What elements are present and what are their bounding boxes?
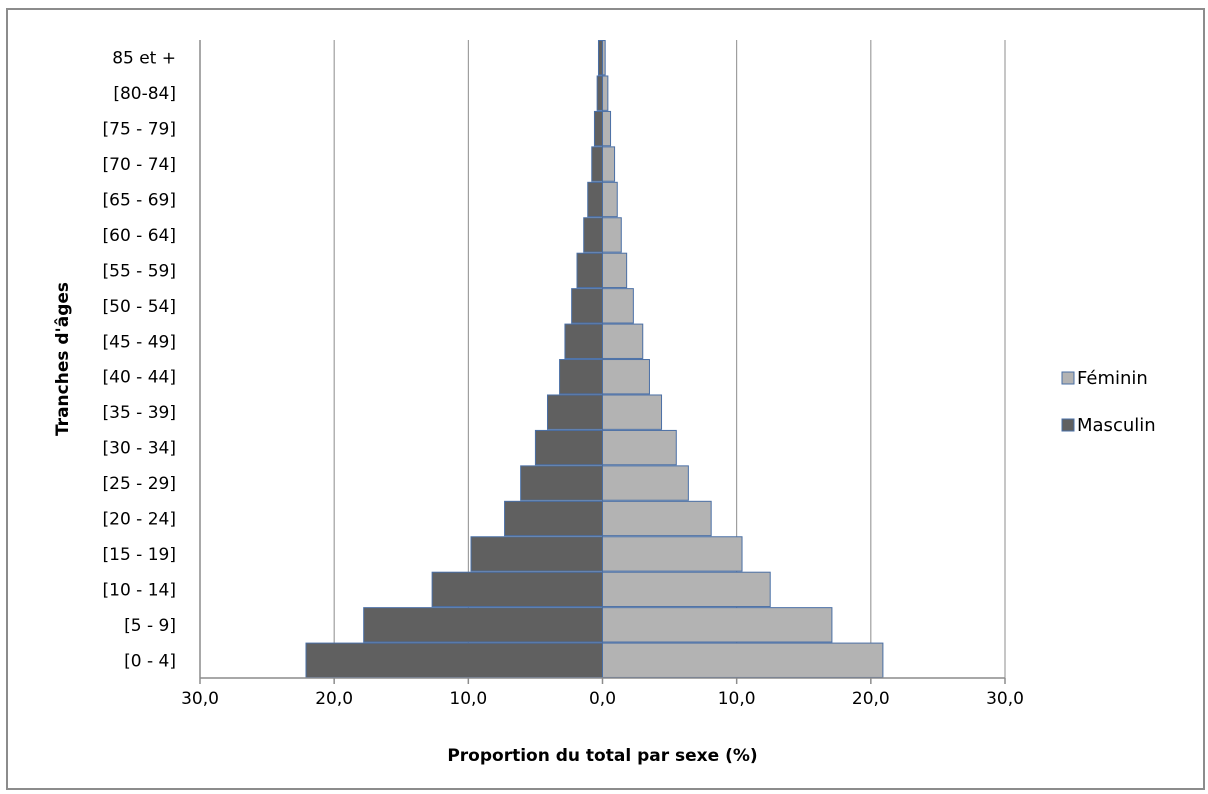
y-tick-label: [20 - 24] bbox=[103, 510, 176, 530]
bar-féminin-10 bbox=[602, 288, 634, 324]
bar-masculin-13 bbox=[587, 181, 603, 218]
bar-masculin-15 bbox=[593, 110, 604, 147]
bar-masculin-17 bbox=[597, 40, 603, 76]
bar-masculin-12 bbox=[583, 217, 604, 253]
legend: Féminin Masculin bbox=[1061, 368, 1156, 436]
y-tick-label: [5 - 9] bbox=[124, 616, 176, 636]
bar-masculin-6 bbox=[534, 429, 604, 466]
legend-swatch-masculin bbox=[1061, 418, 1075, 432]
bar-masculin-2 bbox=[431, 571, 603, 608]
legend-swatch-féminin bbox=[1061, 371, 1075, 385]
y-tick-label: [75 - 79] bbox=[103, 120, 176, 140]
bar-féminin-14 bbox=[602, 146, 616, 182]
bar-féminin-9 bbox=[602, 323, 644, 359]
bar-masculin-9 bbox=[564, 323, 604, 359]
y-tick-label: [35 - 39] bbox=[103, 403, 176, 423]
y-axis-title: Tranches d'âges bbox=[53, 282, 73, 436]
y-tick-label: [15 - 19] bbox=[103, 545, 176, 565]
y-tick-label: [0 - 4] bbox=[124, 651, 176, 671]
bar-féminin-7 bbox=[602, 394, 663, 430]
bar-féminin-11 bbox=[602, 252, 628, 289]
bar-féminin-13 bbox=[602, 181, 618, 218]
bar-féminin-4 bbox=[602, 500, 712, 537]
bar-féminin-12 bbox=[602, 217, 622, 253]
bar-masculin-11 bbox=[576, 252, 604, 289]
x-tick-label: 10,0 bbox=[718, 689, 756, 709]
x-tick-labels: 30,0 20,0 10,0 0,0 10,0 20,0 30,0 bbox=[181, 689, 1024, 709]
bar-féminin-5 bbox=[602, 465, 689, 501]
y-tick-label: [10 - 14] bbox=[103, 580, 176, 600]
bar-féminin-2 bbox=[602, 571, 771, 608]
legend-label-masculin: Masculin bbox=[1077, 415, 1156, 436]
bar-masculin-3 bbox=[470, 536, 603, 572]
y-tick-labels: [0 - 4] [5 - 9] [10 - 14] [15 - 19] [20 - 24… bbox=[103, 49, 176, 672]
y-tick-label: [50 - 54] bbox=[103, 297, 176, 317]
y-tick-label: [65 - 69] bbox=[103, 191, 176, 211]
bar-féminin-6 bbox=[602, 429, 677, 466]
y-tick-label: [40 - 44] bbox=[103, 368, 176, 388]
x-axis-title: Proportion du total par sexe (%) bbox=[447, 746, 757, 766]
y-tick-label: [60 - 64] bbox=[103, 226, 176, 246]
x-tick-label: 20,0 bbox=[315, 689, 353, 709]
bar-masculin-4 bbox=[504, 500, 603, 537]
bar-masculin-5 bbox=[520, 465, 603, 501]
y-tick-label: [25 - 29] bbox=[103, 474, 176, 494]
y-tick-label: [45 - 49] bbox=[103, 332, 176, 352]
y-tick-label: [70 - 74] bbox=[103, 155, 176, 175]
x-tick-label: 20,0 bbox=[852, 689, 890, 709]
y-tick-label: 85 et + bbox=[112, 49, 176, 69]
bar-masculin-8 bbox=[559, 359, 603, 395]
axes bbox=[199, 40, 1006, 684]
y-tick-label: [80-84] bbox=[113, 84, 176, 104]
x-tick-label: 0,0 bbox=[589, 689, 616, 709]
bar-masculin-16 bbox=[596, 75, 604, 111]
legend-label-féminin: Féminin bbox=[1077, 368, 1148, 389]
bar-féminin-3 bbox=[602, 536, 743, 572]
bar-féminin-0 bbox=[602, 642, 884, 678]
bars bbox=[305, 40, 884, 678]
x-tick-label: 10,0 bbox=[449, 689, 487, 709]
bar-masculin-0 bbox=[305, 642, 603, 678]
bar-masculin-10 bbox=[571, 288, 603, 324]
x-tick-label: 30,0 bbox=[986, 689, 1024, 709]
bar-féminin-8 bbox=[602, 359, 650, 395]
bar-masculin-7 bbox=[546, 394, 603, 430]
bar-féminin-1 bbox=[602, 607, 833, 643]
bar-masculin-1 bbox=[363, 607, 603, 643]
y-tick-label: [55 - 59] bbox=[103, 261, 176, 281]
y-tick-label: [30 - 34] bbox=[103, 439, 176, 459]
bar-féminin-15 bbox=[602, 110, 612, 147]
bar-masculin-14 bbox=[591, 146, 603, 182]
x-tick-label: 30,0 bbox=[181, 689, 219, 709]
bar-féminin-16 bbox=[602, 75, 609, 111]
